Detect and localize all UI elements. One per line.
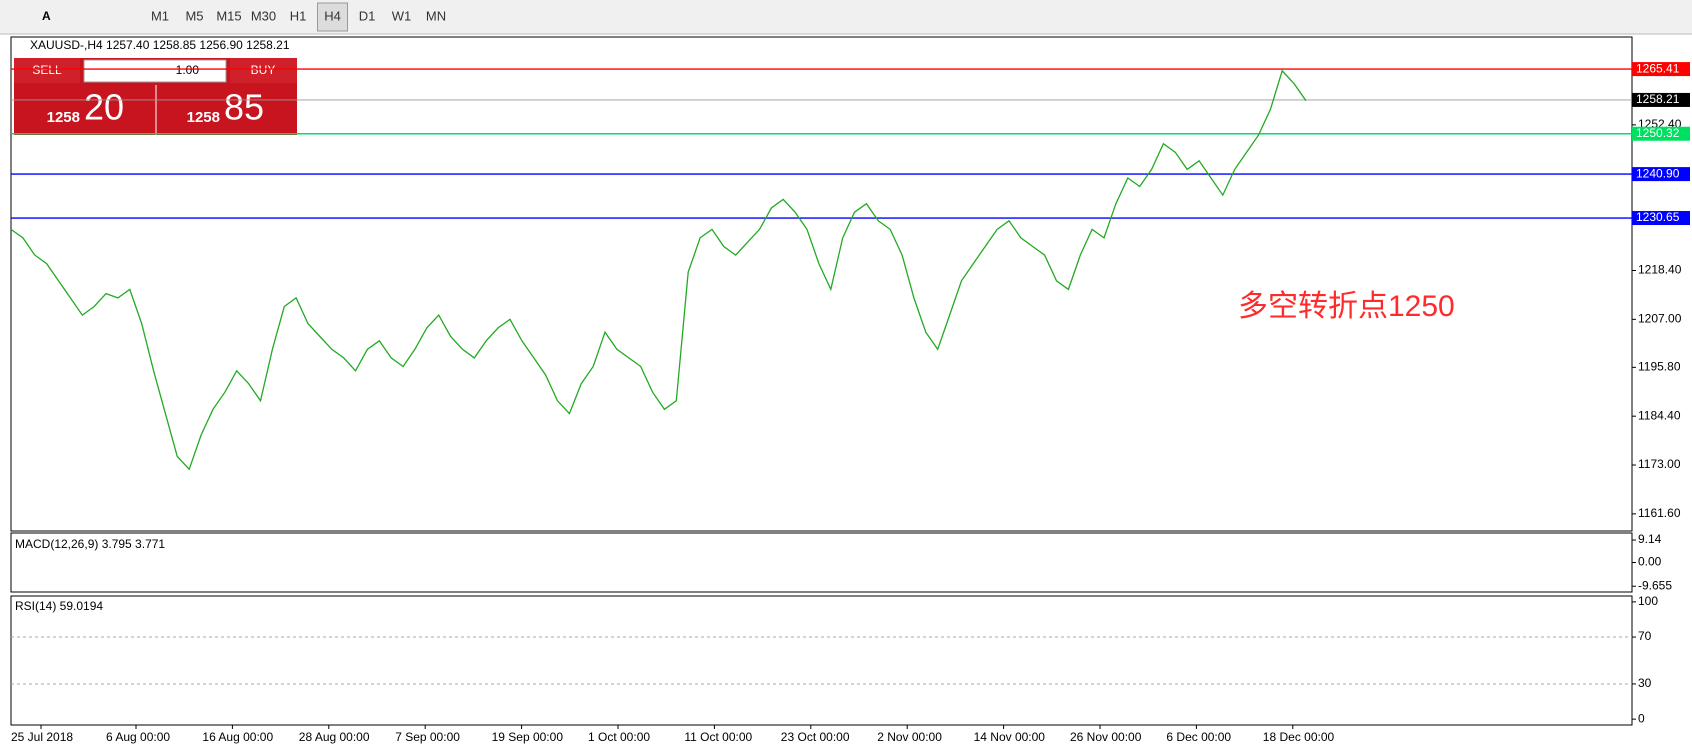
- y-tick-label: 1218.40: [1638, 263, 1682, 277]
- macd-title: MACD(12,26,9) 3.795 3.771: [15, 537, 165, 551]
- y-tick-label: 0: [1638, 711, 1645, 725]
- y-tick-label: 70: [1638, 629, 1652, 643]
- x-tick-label: 6 Dec 00:00: [1166, 730, 1231, 744]
- price-level-tag: [1632, 62, 1690, 77]
- x-tick-label: 14 Nov 00:00: [974, 730, 1046, 744]
- price-level-tag: [1632, 126, 1690, 141]
- timeframe-button[interactable]: M30: [251, 8, 276, 23]
- x-tick-label: 11 Oct 00:00: [684, 730, 752, 744]
- timeframe-button[interactable]: D1: [359, 8, 376, 23]
- x-tick-label: 2 Nov 00:00: [877, 730, 942, 744]
- y-tick-label: 1207.00: [1638, 312, 1682, 326]
- buy-price-small[interactable]: 85: [224, 87, 264, 128]
- main-panel: [10, 36, 1633, 532]
- timeframe-button[interactable]: M5: [185, 8, 203, 23]
- rsi-title: RSI(14) 59.0194: [15, 599, 103, 613]
- rsi-panel: [10, 595, 1633, 726]
- timeframe-button[interactable]: M15: [216, 8, 241, 23]
- price-level-label: 1265.41: [1636, 61, 1680, 75]
- timeframe-button[interactable]: H4: [324, 8, 341, 23]
- x-tick-label: 26 Nov 00:00: [1070, 730, 1142, 744]
- y-tick-label: 1184.40: [1638, 408, 1681, 422]
- x-tick-label: 23 Oct 00:00: [781, 730, 850, 744]
- y-tick-label: 1173.00: [1638, 457, 1681, 471]
- price-level-label: 1230.65: [1636, 210, 1680, 224]
- annotation: 多空转折点1250: [1238, 290, 1455, 323]
- sell-label[interactable]: SELL: [32, 63, 62, 77]
- macd-panel: [10, 532, 1633, 593]
- trade-panel: SELL 1.00 BUY 1258 20 1258 85: [14, 58, 297, 135]
- x-tick-label: 18 Dec 00:00: [1263, 730, 1335, 744]
- x-tick-label: 16 Aug 00:00: [202, 730, 273, 744]
- buy-button[interactable]: [230, 58, 297, 83]
- timeframe-button[interactable]: W1: [392, 8, 412, 23]
- timeframe-button[interactable]: H1: [290, 8, 307, 23]
- sell-button[interactable]: [14, 58, 80, 83]
- x-tick-label: 28 Aug 00:00: [299, 730, 370, 744]
- price-line: [10, 69, 1307, 471]
- y-tick-label: 100: [1638, 594, 1658, 608]
- x-tick-label: 7 Sep 00:00: [395, 730, 460, 744]
- y-tick-label: 30: [1638, 676, 1652, 690]
- sell-price-big[interactable]: 1258: [47, 109, 80, 126]
- y-tick-label: 1195.80: [1638, 360, 1681, 374]
- x-tick-label: 1 Oct 00:00: [588, 730, 650, 744]
- price-level-tag: [1632, 211, 1690, 226]
- toolbar: [0, 0, 1692, 34]
- symbol-header: XAUUSD-,H4 1257.40 1258.85 1256.90 1258.…: [30, 38, 290, 52]
- price-level-label: 1250.32: [1636, 126, 1680, 140]
- y-tick-label: -9.655: [1638, 578, 1672, 592]
- timeframe-button[interactable]: MN: [426, 8, 446, 23]
- y-tick-label: 1161.60: [1638, 506, 1681, 520]
- y-tick-label: 9.14: [1638, 532, 1662, 546]
- price-level-tag: [1632, 92, 1690, 107]
- x-tick-label: 25 Jul 2018: [11, 730, 73, 744]
- y-tick-label: 0.00: [1638, 555, 1662, 569]
- price-level-label: 1258.21: [1636, 92, 1680, 106]
- active-timeframe: [317, 2, 348, 32]
- volume-box[interactable]: [83, 59, 227, 83]
- sell-price-small[interactable]: 20: [84, 87, 124, 128]
- price-level-tag: [1632, 167, 1690, 182]
- x-tick-label: 6 Aug 00:00: [106, 730, 170, 744]
- text-tool[interactable]: A: [42, 9, 51, 23]
- price-level-label: 1240.90: [1636, 166, 1680, 180]
- timeframe-button[interactable]: M1: [151, 8, 169, 23]
- buy-label[interactable]: BUY: [251, 63, 276, 77]
- x-tick-label: 19 Sep 00:00: [492, 730, 564, 744]
- buy-price-big[interactable]: 1258: [187, 109, 220, 126]
- volume[interactable]: 1.00: [176, 63, 200, 77]
